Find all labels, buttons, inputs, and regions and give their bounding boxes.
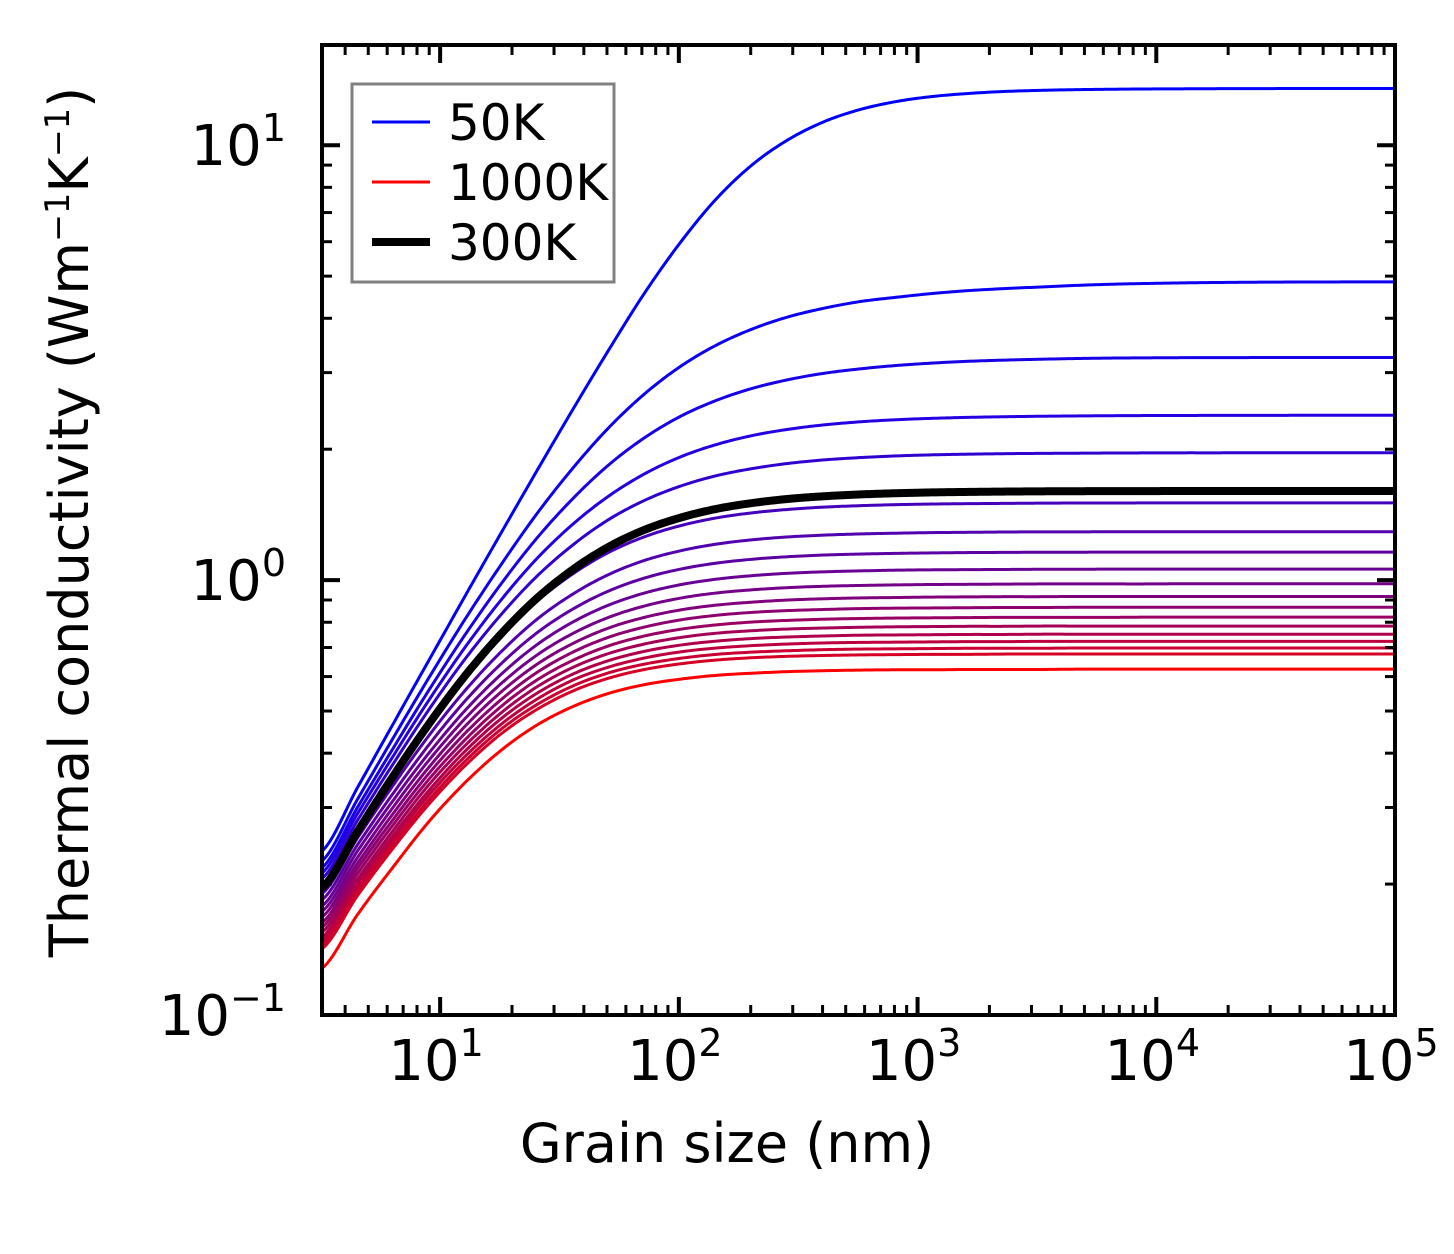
x-tick-label-4-exponent: 5: [1415, 1021, 1439, 1065]
axes-group: [320, 43, 1397, 1017]
y-axis-title-suffix: ): [38, 86, 101, 108]
x-tick-label-2-mantissa: 10: [866, 1029, 937, 1094]
curve-800k: [322, 632, 1395, 939]
y-tick-label-0: 10−1: [159, 976, 286, 1049]
curve-50k: [322, 87, 1395, 853]
curve-1000k: [322, 667, 1395, 970]
x-tick-label-3: 104: [1105, 1021, 1200, 1094]
x-tick-label-1-exponent: 2: [698, 1021, 722, 1065]
y-tick-label-2-exponent: 1: [262, 106, 286, 150]
curve-850k: [322, 639, 1395, 943]
legend-label-50k: 50K: [448, 94, 546, 152]
curve-100k: [322, 280, 1395, 863]
curve-450k: [322, 550, 1395, 901]
curve-300k: [322, 486, 1395, 891]
y-tick-label-0-exponent: −1: [230, 976, 286, 1020]
y-axis-title: Thermal conductivity (Wm−1K−1): [38, 32, 101, 1012]
x-tick-label-0: 101: [388, 1021, 483, 1094]
curve-500k: [322, 567, 1395, 908]
curve-650k: [322, 605, 1395, 924]
x-tick-label-1: 102: [627, 1021, 722, 1094]
curve-600k: [322, 594, 1395, 919]
y-axis-title-sup1: −1: [38, 192, 77, 242]
y-tick-label-1: 100: [191, 541, 286, 614]
x-tick-label-2: 103: [866, 1021, 961, 1094]
y-tick-label-1-exponent: 0: [262, 541, 286, 585]
y-tick-label-2-mantissa: 10: [191, 114, 262, 179]
x-tick-label-3-exponent: 4: [1176, 1021, 1200, 1065]
data-curves-group: [322, 87, 1395, 970]
y-tick-label-2: 101: [191, 106, 286, 179]
x-tick-label-1-mantissa: 10: [627, 1029, 698, 1094]
y-axis-title-mid: K: [38, 157, 101, 193]
x-tick-label-0-exponent: 1: [460, 1021, 484, 1065]
axes-frame: [320, 43, 1397, 1017]
legend-label-300k: 300K: [448, 214, 577, 272]
y-axis-title-prefix: Thermal conductivity (Wm: [38, 242, 101, 958]
curve-150k: [322, 355, 1395, 869]
x-tick-label-4: 105: [1343, 1021, 1438, 1094]
x-tick-label-2-exponent: 3: [937, 1021, 961, 1065]
legend-box: [350, 82, 616, 284]
x-tick-label-0-mantissa: 10: [388, 1029, 459, 1094]
legend-label-1000k: 1000K: [448, 154, 609, 212]
curve-400k: [322, 530, 1395, 895]
y-tick-label-0-mantissa: 10: [159, 984, 230, 1049]
curve-350k: [322, 501, 1395, 889]
y-axis-title-sup2: −1: [38, 107, 77, 158]
curve-950k: [322, 652, 1395, 950]
curve-750k: [322, 624, 1395, 934]
x-tick-label-3-mantissa: 10: [1105, 1029, 1176, 1094]
y-tick-label-1-mantissa: 10: [191, 549, 262, 614]
curve-250k: [322, 451, 1395, 880]
curve-200k: [322, 413, 1395, 875]
curve-550k: [322, 582, 1395, 913]
curve-700k: [322, 615, 1395, 929]
x-axis-title: Grain size (nm): [519, 1112, 935, 1175]
x-tick-label-4-mantissa: 10: [1343, 1029, 1414, 1094]
curve-900k: [322, 646, 1395, 946]
